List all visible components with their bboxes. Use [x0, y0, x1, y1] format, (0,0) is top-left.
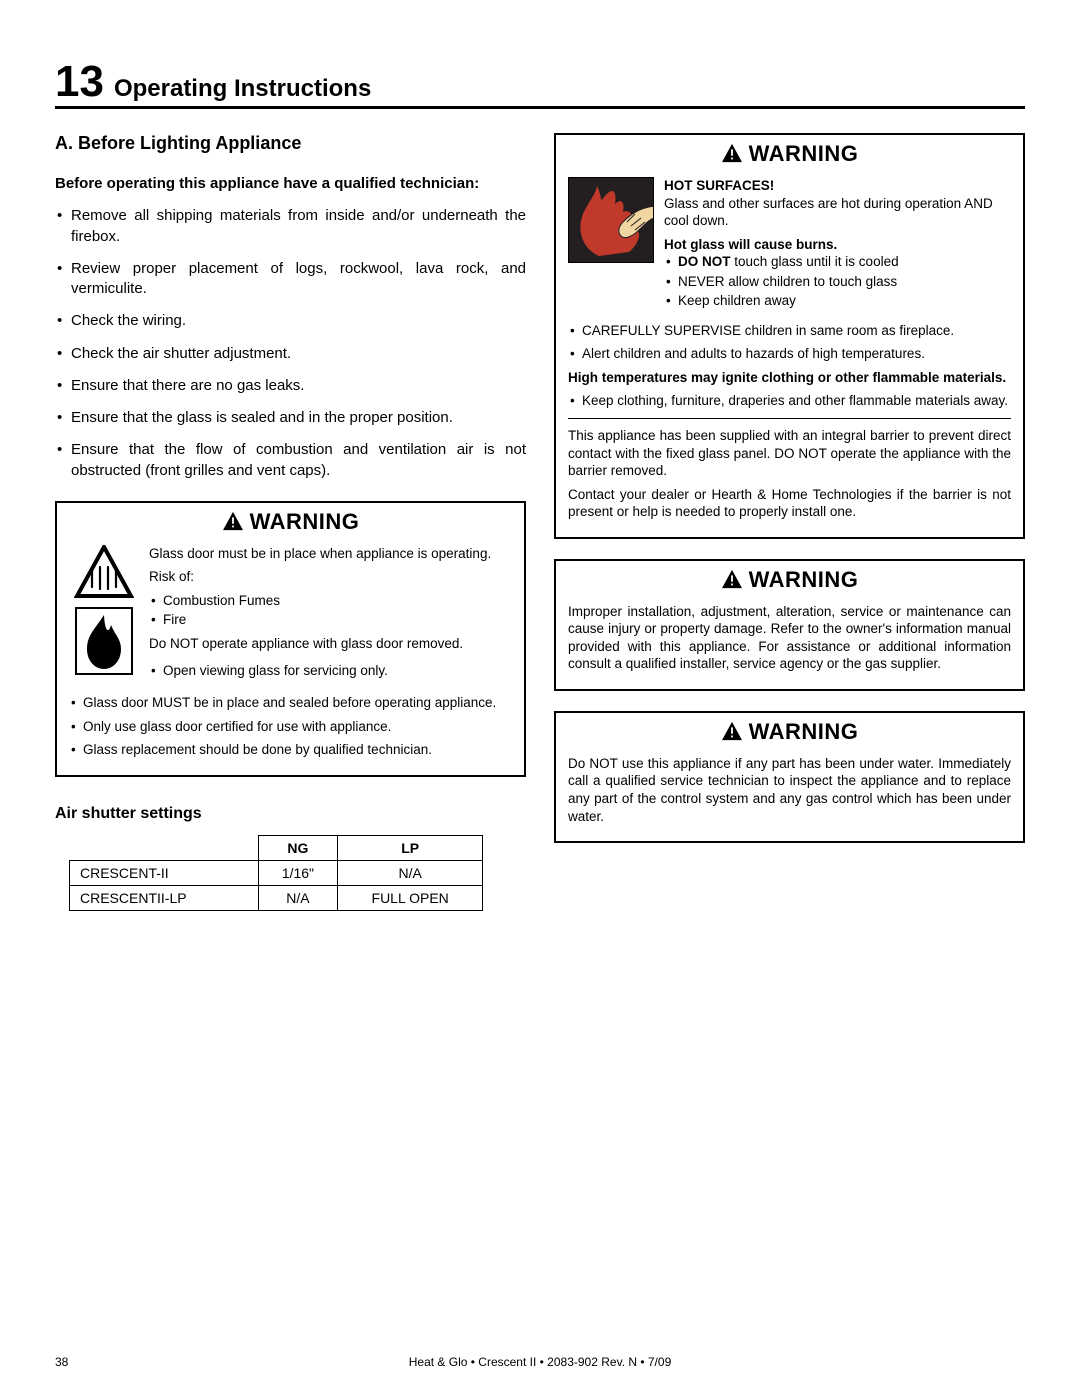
- before-lighting-heading: A. Before Lighting Appliance: [55, 133, 526, 154]
- table-cell: CRESCENT-II: [70, 860, 259, 885]
- list-item: Glass replacement should be done by qual…: [69, 741, 512, 759]
- section-header: 13 Operating Instructions: [55, 60, 1025, 109]
- air-shutter-heading: Air shutter settings: [55, 805, 526, 823]
- table-header: NG: [259, 835, 338, 860]
- warning-hot-surfaces: WARNING HOT SURFACES! Glass and ot: [554, 133, 1025, 539]
- warning-triangle-icon: [721, 721, 743, 747]
- warning-improper-install: WARNING Improper installation, adjustmen…: [554, 559, 1025, 691]
- table-cell: N/A: [337, 860, 483, 885]
- table-header: LP: [337, 835, 483, 860]
- footer-center: Heat & Glo • Crescent II • 2083-902 Rev.…: [55, 1355, 1025, 1369]
- before-lighting-intro: Before operating this appliance have a q…: [55, 174, 526, 194]
- do-not-operate: Do NOT operate appliance with glass door…: [149, 635, 512, 653]
- list-item: Keep clothing, furniture, draperies and …: [568, 392, 1011, 410]
- open-view-list: Open viewing glass for servicing only.: [149, 662, 512, 680]
- barrier-line-1: This appliance has been supplied with an…: [568, 427, 1011, 480]
- warning-body: Do NOT use this appliance if any part ha…: [556, 755, 1023, 841]
- left-column: A. Before Lighting Appliance Before oper…: [55, 133, 526, 911]
- list-item: NEVER allow children to touch glass: [664, 273, 1011, 291]
- section-title: Operating Instructions: [114, 75, 371, 103]
- list-item: Glass door MUST be in place and sealed b…: [69, 694, 512, 712]
- table-cell: 1/16": [259, 860, 338, 885]
- divider: [568, 418, 1011, 419]
- list-item: Combustion Fumes: [149, 592, 512, 610]
- flame-icon: [75, 607, 133, 675]
- list-item: Keep children away: [664, 292, 1011, 310]
- hot-surfaces-label: HOT SURFACES!: [664, 178, 774, 193]
- section-number: 13: [55, 60, 104, 104]
- hot-glass-label: Hot glass will cause burns.: [664, 236, 1011, 254]
- table-row: CRESCENTII-LP N/A FULL OPEN: [70, 885, 483, 910]
- table-row: CRESCENT-II 1/16" N/A: [70, 860, 483, 885]
- list-item: Remove all shipping materials from insid…: [55, 206, 526, 247]
- warning-triangle-icon: [721, 569, 743, 595]
- warning-title: WARNING: [556, 135, 1023, 177]
- list-item: Fire: [149, 611, 512, 629]
- barrier-line-2: Contact your dealer or Hearth & Home Tec…: [568, 486, 1011, 521]
- warning-install-text: Improper installation, adjustment, alter…: [568, 603, 1011, 673]
- risk-list: Combustion Fumes Fire: [149, 592, 512, 629]
- warning-icons: [69, 545, 139, 686]
- hot-text-line: Glass and other surfaces are hot during …: [664, 195, 1011, 230]
- warning-title-text: WARNING: [749, 719, 859, 744]
- table-row: NG LP: [70, 835, 483, 860]
- supervise-list: CAREFULLY SUPERVISE children in same roo…: [568, 322, 1011, 363]
- hot-surface-icon: [568, 177, 654, 263]
- warning-title-text: WARNING: [749, 141, 859, 166]
- list-item: Check the air shutter adjustment.: [55, 344, 526, 364]
- high-temp-line: High temperatures may ignite clothing or…: [568, 369, 1011, 387]
- keep-away-list: Keep clothing, furniture, draperies and …: [568, 392, 1011, 410]
- risk-of-label: Risk of:: [149, 568, 512, 586]
- list-item: Alert children and adults to hazards of …: [568, 345, 1011, 363]
- warning-body: Glass door must be in place when applian…: [57, 545, 524, 775]
- warning-outer-list: Glass door MUST be in place and sealed b…: [69, 694, 512, 759]
- warning-title: WARNING: [556, 713, 1023, 755]
- warning-title: WARNING: [556, 561, 1023, 603]
- two-column-layout: A. Before Lighting Appliance Before oper…: [55, 133, 1025, 911]
- list-item: CAREFULLY SUPERVISE children in same roo…: [568, 322, 1011, 340]
- warning-triangle-icon: [721, 143, 743, 169]
- warning-water-text: Do NOT use this appliance if any part ha…: [568, 755, 1011, 825]
- list-item: Only use glass door certiﬁed for use wit…: [69, 718, 512, 736]
- warning-title-text: WARNING: [749, 567, 859, 592]
- page-footer: 38 Heat & Glo • Crescent II • 2083-902 R…: [55, 1355, 1025, 1369]
- hot-bullets: DO NOT touch glass until it is cooled NE…: [664, 253, 1011, 310]
- list-item: Open viewing glass for servicing only.: [149, 662, 512, 680]
- list-item: Ensure that the glass is sealed and in t…: [55, 408, 526, 428]
- table-cell: FULL OPEN: [337, 885, 483, 910]
- table-cell: N/A: [259, 885, 338, 910]
- warning-under-water: WARNING Do NOT use this appliance if any…: [554, 711, 1025, 843]
- air-shutter-table: NG LP CRESCENT-II 1/16" N/A CRESCENTII-L…: [69, 835, 483, 911]
- warning-icon-text: Glass door must be in place when applian…: [149, 545, 512, 686]
- glass-door-line: Glass door must be in place when applian…: [149, 545, 512, 563]
- before-lighting-list: Remove all shipping materials from insid…: [55, 206, 526, 481]
- warning-body: HOT SURFACES! Glass and other surfaces a…: [556, 177, 1023, 537]
- list-item: Review proper placement of logs, rockwoo…: [55, 259, 526, 300]
- table-header: [70, 835, 259, 860]
- table-cell: CRESCENTII-LP: [70, 885, 259, 910]
- heat-triangle-icon: [74, 545, 134, 599]
- hot-text-block: HOT SURFACES! Glass and other surfaces a…: [664, 177, 1011, 316]
- list-item: Ensure that the ﬂow of combustion and ve…: [55, 440, 526, 481]
- right-column: WARNING HOT SURFACES! Glass and ot: [554, 133, 1025, 911]
- warning-glass-door: WARNING Glass door m: [55, 501, 526, 777]
- warning-title: WARNING: [57, 503, 524, 545]
- warning-triangle-icon: [222, 511, 244, 537]
- list-item: Ensure that there are no gas leaks.: [55, 376, 526, 396]
- list-item: Check the wiring.: [55, 311, 526, 331]
- warning-body: Improper installation, adjustment, alter…: [556, 603, 1023, 689]
- list-item: DO NOT touch glass until it is cooled: [664, 253, 1011, 271]
- warning-title-text: WARNING: [250, 509, 360, 534]
